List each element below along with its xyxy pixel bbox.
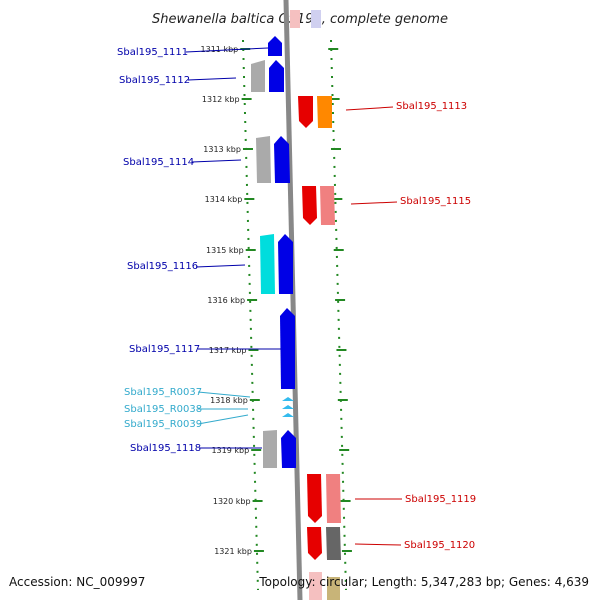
gene-arrow-sbal195-1115-pink[interactable] — [320, 186, 335, 225]
right-track-border — [330, 39, 347, 591]
partial-feature-bottom-pink — [309, 572, 322, 600]
tick-label: 1312 kbp — [202, 95, 240, 104]
gene-arrow-sbal195-1113[interactable] — [317, 96, 332, 128]
gene-labels: Sbal195_1111 Sbal195_1112 Sbal195_1113 Sbal… — [117, 47, 476, 551]
gene-label-sbal195-1116[interactable]: Sbal195_1116 — [127, 261, 198, 272]
gene-label-sbal195-1114[interactable]: Sbal195_1114 — [123, 157, 194, 168]
rna-features — [282, 397, 294, 417]
forward-strand-features — [251, 36, 296, 468]
topology-text: Topology: circular; Length: 5,347,283 bp… — [258, 575, 589, 589]
gene-label-sbal195-1118[interactable]: Sbal195_1118 — [130, 443, 201, 454]
rna-sbal195-r0037[interactable] — [282, 397, 294, 401]
leader-line-sbal195-1115 — [350, 201, 398, 205]
tick-label: 1321 kbp — [214, 547, 252, 556]
tick-label: 1315 kbp — [206, 246, 244, 255]
track-borders — [242, 39, 347, 591]
genome-axis-line — [283, 0, 303, 600]
gene-label-sbal195-1113[interactable]: Sbal195_1113 — [396, 101, 467, 112]
gene-label-sbal195-r0038[interactable]: Sbal195_R0038 — [124, 404, 202, 415]
tick-label: 1319 kbp — [211, 446, 249, 455]
left-track-border — [242, 39, 259, 591]
gene-label-sbal195-1117[interactable]: Sbal195_1117 — [129, 344, 200, 355]
gene-arrow-sbal195-1118[interactable] — [281, 430, 296, 468]
gene-arrow-sbal195-1119[interactable] — [307, 474, 322, 523]
gene-arrow-sbal195-1115[interactable] — [302, 186, 317, 225]
tick-label: 1316 kbp — [207, 296, 245, 305]
gene-arrow-sbal195-1114[interactable] — [274, 136, 290, 183]
leader-line-sbal195-1112 — [187, 77, 237, 81]
leader-line-sbal195-r0039 — [197, 414, 249, 425]
gene-label-sbal195-1119[interactable]: Sbal195_1119 — [405, 494, 476, 505]
partial-feature-top-lavender — [311, 10, 321, 28]
gene-arrow-sbal195-1119-pink[interactable] — [326, 474, 341, 523]
tick-label: 1314 kbp — [205, 195, 243, 204]
gene-arrow-sbal195-1113-red[interactable] — [298, 96, 313, 128]
gene-label-sbal195-1111[interactable]: Sbal195_1111 — [117, 47, 188, 58]
leader-line-sbal195-1113 — [345, 106, 394, 111]
leader-line-sbal195-1114 — [191, 159, 242, 163]
gene-arrow-sbal195-1112[interactable] — [269, 60, 284, 92]
gene-label-sbal195-r0037[interactable]: Sbal195_R0037 — [124, 387, 202, 398]
tick-label: 1318 kbp — [210, 396, 248, 405]
tick-label: 1313 kbp — [203, 145, 241, 154]
accession-text: Accession: NC_009997 — [9, 575, 145, 589]
gene-arrow-sbal195-1118-gray[interactable] — [263, 430, 277, 468]
rna-sbal195-r0039[interactable] — [282, 413, 294, 417]
leader-line-sbal195-1120 — [354, 543, 402, 546]
gene-arrow-sbal195-1112-gray[interactable] — [251, 60, 265, 92]
gene-arrow-sbal195-1120-gray[interactable] — [326, 527, 341, 560]
tick-label: 1320 kbp — [213, 497, 251, 506]
partial-feature-bottom-olive — [327, 577, 340, 600]
leader-line-sbal195-1111 — [185, 47, 269, 53]
scale-ticks: 1311 kbp 1312 kbp 1313 kbp 1314 kbp 1315 kbp… — [201, 45, 352, 556]
map-title: Shewanella baltica OS195, complete genom… — [152, 12, 448, 27]
reverse-strand-features — [298, 96, 341, 600]
gene-label-sbal195-r0039[interactable]: Sbal195_R0039 — [124, 419, 202, 430]
gene-label-sbal195-1120[interactable]: Sbal195_1120 — [404, 540, 475, 551]
organism-name: Shewanella baltica OS195 — [152, 12, 322, 27]
gene-arrow-sbal195-1117[interactable] — [280, 308, 295, 389]
gene-arrow-sbal195-1120[interactable] — [307, 527, 322, 560]
title-suffix: , complete genome — [322, 12, 448, 27]
gene-arrow-sbal195-1114-gray[interactable] — [256, 136, 271, 183]
tick-label: 1317 kbp — [209, 346, 247, 355]
gene-arrow-sbal195-1116[interactable] — [278, 234, 293, 294]
gene-label-sbal195-1112[interactable]: Sbal195_1112 — [119, 75, 190, 86]
partial-feature-top-pink — [290, 10, 300, 28]
gene-label-sbal195-1115[interactable]: Sbal195_1115 — [400, 196, 471, 207]
rna-sbal195-r0038[interactable] — [282, 405, 294, 409]
leader-line-sbal195-r0037 — [197, 391, 251, 398]
gene-arrow-sbal195-1116-cyan[interactable] — [260, 234, 275, 294]
tick-label: 1311 kbp — [201, 45, 239, 54]
gene-arrow-sbal195-1111[interactable] — [268, 36, 282, 56]
leader-line-sbal195-1116 — [195, 264, 246, 268]
